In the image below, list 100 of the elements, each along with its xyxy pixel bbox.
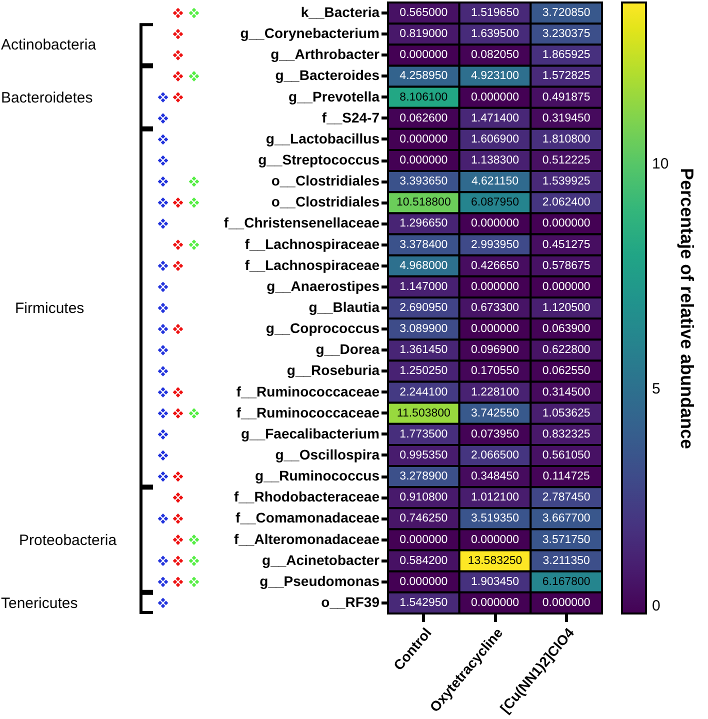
data-label: 6.167800 — [542, 576, 590, 588]
data-label: 1.539925 — [542, 176, 590, 188]
data-label: 1.639500 — [471, 28, 519, 40]
data-label: 0.819000 — [400, 28, 448, 40]
color-bar-label: 5 — [652, 380, 660, 398]
text: Tenericutes — [1, 594, 78, 612]
data-label: 0.073950 — [471, 428, 519, 440]
color-bar-label: 0 — [652, 598, 660, 614]
y-tick-label: f__Lachnospiraceae — [244, 236, 380, 252]
data-label: 0.000000 — [400, 49, 448, 62]
data-label: 0.000000 — [400, 133, 448, 146]
text: Bacteroidetes — [1, 89, 93, 106]
y-tick-label: f__Christensenellaceae — [224, 214, 380, 231]
text: Proteobacteria — [19, 532, 118, 549]
data-label: 0.000000 — [400, 534, 448, 546]
y-tick-label: f__Alteromonadaceae — [234, 530, 380, 547]
data-label: 1.053625 — [542, 407, 590, 420]
y-tick-label: o__RF39 — [321, 594, 380, 610]
data-label: 0.096900 — [471, 344, 519, 356]
data-label: 0.000000 — [400, 576, 448, 588]
data-label: 0.348450 — [471, 470, 519, 483]
data-label: 2.244100 — [400, 386, 448, 398]
data-label: 0.832325 — [542, 428, 590, 440]
text: Firmicutes — [15, 300, 84, 317]
color-bar-title: Percentaje of relative abundance — [677, 168, 697, 450]
data-label: 1.250250 — [400, 365, 448, 378]
y-tick-label: g__Acinetobacter — [262, 552, 380, 568]
data-label: 1.572825 — [542, 70, 590, 82]
data-label: 0.584200 — [400, 554, 448, 567]
data-label: 0.622800 — [542, 344, 590, 356]
data-label: 0.451275 — [542, 238, 590, 251]
data-label: 1.147000 — [400, 280, 448, 293]
data-label: 1.471400 — [471, 112, 519, 124]
data-label: 1.542950 — [400, 596, 448, 609]
y-tick-label: g__Pseudomonas — [260, 572, 380, 589]
data-label: 3.720850 — [542, 7, 590, 20]
data-label: 2.062400 — [542, 196, 590, 209]
y-tick-label: g__Lactobacillus — [266, 130, 380, 146]
data-label: 1.810800 — [542, 133, 590, 146]
data-label: 0.561050 — [542, 449, 590, 462]
data-label: 13.583250 — [468, 554, 522, 567]
data-label: 1.519650 — [471, 7, 519, 20]
data-label: 2.787450 — [542, 492, 590, 504]
y-tick-label: o__Clostridiales — [271, 194, 380, 210]
data-label: 0.673300 — [471, 302, 519, 314]
y-tick-label: g__Ruminococcus — [255, 468, 380, 484]
y-tick-label: g__Faecalibacterium — [240, 425, 380, 442]
data-label: 0.910800 — [400, 492, 448, 504]
data-label: 4.258950 — [400, 70, 448, 82]
data-label: 0.082050 — [471, 49, 519, 62]
data-label: 3.393650 — [400, 176, 448, 188]
data-label: 10.518800 — [396, 196, 451, 209]
data-label: 1.296650 — [400, 218, 448, 230]
y-tick-label: g__Blautia — [308, 299, 380, 315]
data-label: 0.000000 — [471, 323, 519, 336]
y-tick-label: f__Rhodobacteraceae — [234, 488, 380, 505]
data-label: 0.319450 — [542, 112, 590, 124]
y-tick-label: g__Bacteroides — [275, 67, 380, 84]
data-label: 0.062600 — [400, 112, 448, 124]
data-label: 0.512225 — [542, 154, 590, 167]
data-label: 0.000000 — [542, 218, 590, 230]
y-tick-label: f__Lachnospiraceae — [244, 256, 380, 273]
y-tick-label: g__Roseburia — [286, 362, 380, 378]
data-label: 0.000000 — [542, 280, 590, 293]
y-tick-label: f__Ruminococcaceae — [236, 404, 380, 420]
data-label: 3.089900 — [400, 323, 448, 336]
data-label: 0.000000 — [471, 534, 519, 546]
data-label: 0.000000 — [542, 596, 590, 609]
data-label: 3.667700 — [542, 512, 590, 525]
data-label: 4.968000 — [400, 260, 448, 272]
data-label: 2.066500 — [471, 449, 519, 462]
data-label: 0.000000 — [471, 91, 519, 104]
y-tick-label: f__Comamonadaceae — [236, 510, 380, 526]
data-label: 11.503800 — [396, 407, 450, 420]
data-label: 0.314500 — [542, 386, 590, 398]
data-label: 1.903450 — [471, 576, 519, 588]
data-label: 0.062550 — [542, 365, 590, 378]
data-label: 3.519350 — [471, 512, 519, 525]
y-tick-label: g__Anaerostipes — [266, 278, 380, 294]
data-label: 0.063900 — [542, 323, 590, 336]
data-label: 1.865925 — [542, 49, 590, 62]
data-label: 2.690950 — [400, 302, 448, 314]
data-label: 1.361450 — [400, 344, 448, 356]
data-label: 0.491875 — [542, 91, 590, 104]
data-label: 8.106100 — [400, 91, 448, 104]
y-tick-label: k__Bacteria — [300, 4, 380, 20]
data-label: 0.426650 — [471, 260, 519, 272]
data-label: 3.230375 — [542, 28, 590, 40]
y-tick-label: g__Dorea — [316, 341, 380, 358]
data-label: 1.606900 — [471, 133, 519, 146]
data-label: 0.114725 — [542, 470, 590, 483]
data-label: 4.621150 — [471, 176, 519, 188]
data-label: 0.000000 — [471, 280, 519, 293]
data-label: 1.138300 — [471, 154, 519, 167]
data-label: 0.170550 — [471, 365, 519, 378]
y-tick-label: o__Clostridiales — [271, 172, 380, 189]
data-label: 0.746250 — [400, 512, 448, 525]
y-tick-label: g__Prevotella — [288, 88, 380, 104]
data-label: 3.571750 — [542, 534, 590, 546]
y-tick-label: g__Corynebacterium — [240, 25, 380, 42]
